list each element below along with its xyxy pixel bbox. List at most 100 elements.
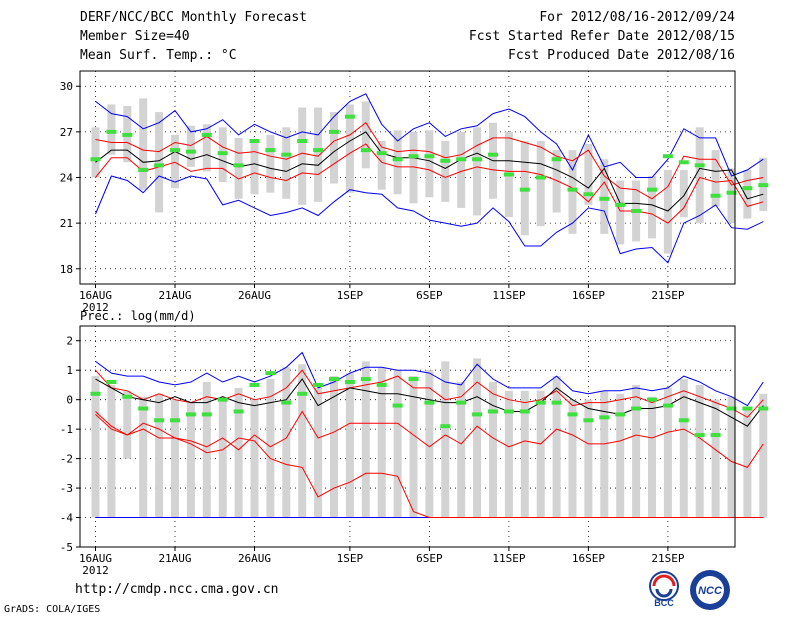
precipitation-box: [330, 376, 338, 518]
precipitation-box: [107, 384, 116, 518]
temperature-series-q1: [95, 143, 764, 224]
precipitation-xtick-label: 16SEP: [572, 552, 605, 565]
precipitation-observed-marker: [456, 400, 467, 405]
precipitation-box: [441, 361, 450, 518]
variable-label: Mean Surf. Temp.: °C: [80, 48, 237, 63]
precipitation-ytick-label: 1: [66, 364, 73, 377]
temperature-observed-marker: [519, 187, 530, 192]
bcc-logo: BCC: [649, 571, 679, 608]
precipitation-box: [759, 393, 768, 518]
precipitation-observed-marker: [678, 418, 689, 423]
precipitation-xtick-label: 26AUG: [238, 552, 271, 565]
precipitation-observed-marker: [90, 391, 101, 396]
fcst-started-date: Fcst Started Refer Date 2012/08/15: [468, 29, 735, 44]
temperature-box: [361, 101, 370, 169]
temperature-year-label: 2012: [82, 301, 109, 314]
temperature-observed-marker: [758, 183, 769, 188]
grads-credit: GrADS: COLA/IGES: [4, 604, 101, 615]
temperature-observed-marker: [217, 151, 228, 156]
temperature-box: [282, 127, 291, 199]
precipitation-box: [123, 390, 132, 459]
precipitation-observed-marker: [329, 377, 339, 382]
precipitation-observed-marker: [392, 403, 403, 408]
precipitation-box: [298, 364, 307, 518]
precipitation-box: [568, 399, 577, 518]
precipitation-observed-marker: [297, 391, 308, 396]
temperature-observed-marker: [647, 187, 657, 192]
precipitation-observed-marker: [185, 412, 196, 417]
temperature-box: [425, 130, 434, 198]
precipitation-xtick-label: 11SEP: [492, 552, 525, 565]
precipitation-series-q1: [95, 410, 764, 469]
temperature-observed-marker: [440, 158, 451, 163]
temperature-box: [91, 127, 100, 178]
precipitation-observed-marker: [376, 382, 387, 387]
temperature-xtick-label: 21AUG: [158, 289, 191, 302]
precipitation-observed-marker: [122, 394, 133, 399]
precipitation-observed-marker: [488, 409, 498, 414]
precipitation-observed-marker: [233, 409, 244, 414]
temperature-series-max: [95, 93, 764, 178]
precipitation-observed-marker: [106, 379, 117, 384]
precipitation-box: [600, 390, 609, 518]
precipitation-box: [186, 402, 195, 518]
precipitation-year-label: 2012: [82, 564, 109, 577]
precipitation-observed-marker: [551, 400, 562, 405]
precipitation-box: [361, 361, 370, 518]
precipitation-box: [202, 381, 211, 518]
precipitation-ytick-label: 0: [66, 394, 73, 407]
precipitation-box: [552, 376, 561, 518]
precipitation-box: [91, 376, 100, 518]
precipitation-observed-marker: [154, 418, 165, 423]
temperature-observed-marker: [360, 148, 371, 153]
temperature-xtick-label: 16AUG: [79, 289, 112, 302]
precipitation-observed-marker: [694, 433, 705, 438]
precipitation-ytick-label: -3: [60, 482, 73, 495]
temperature-observed-marker: [265, 148, 276, 153]
temperature-ytick-label: 18: [60, 263, 73, 276]
temperature-observed-marker: [154, 163, 165, 168]
precipitation-observed-marker: [742, 406, 753, 411]
precipitation-series-q1_low: [95, 411, 764, 518]
precipitation-box: [250, 399, 259, 518]
precipitation-observed-marker: [631, 406, 642, 411]
temperature-box: [377, 140, 386, 190]
member-size: Member Size=40: [80, 29, 190, 44]
precipitation-observed-marker: [726, 406, 737, 411]
temperature-xtick-label: 6SEP: [416, 289, 443, 302]
temperature-observed-marker: [297, 138, 308, 143]
precipitation-box: [727, 396, 736, 518]
ncc-logo: NCC: [690, 570, 730, 610]
temperature-series-min: [95, 175, 764, 264]
precipitation-box: [584, 399, 593, 518]
temperature-observed-marker: [233, 163, 244, 168]
temperature-observed-marker: [249, 138, 260, 143]
precipitation-observed-marker: [408, 377, 419, 382]
temperature-observed-marker: [615, 202, 626, 207]
temperature-box: [473, 127, 482, 216]
temperature-observed-marker: [503, 172, 514, 177]
temperature-observed-marker: [631, 208, 642, 213]
precipitation-box: [648, 396, 656, 518]
temperature-observed-marker: [583, 192, 594, 197]
precipitation-observed-marker: [710, 433, 721, 438]
precipitation-observed-marker: [201, 412, 212, 417]
temperature-observed-marker: [392, 157, 403, 162]
temperature-observed-marker: [170, 148, 180, 153]
temperature-box: [314, 107, 323, 202]
precipitation-xtick-label: 21AUG: [158, 552, 191, 565]
temperature-ytick-label: 27: [60, 126, 73, 139]
temperature-box: [648, 175, 656, 239]
temperature-ytick-label: 21: [60, 217, 73, 230]
precipitation-frame: [79, 325, 736, 548]
precipitation-observed-marker: [758, 406, 769, 411]
temperature-box: [171, 134, 179, 189]
temperature-observed-marker: [329, 129, 339, 134]
precipitation-box: [473, 358, 482, 518]
precipitation-observed-marker: [472, 412, 483, 417]
temperature-box: [250, 142, 259, 195]
temperature-observed-marker: [376, 151, 387, 156]
precipitation-observed-marker: [503, 409, 514, 414]
precipitation-box: [155, 393, 164, 518]
